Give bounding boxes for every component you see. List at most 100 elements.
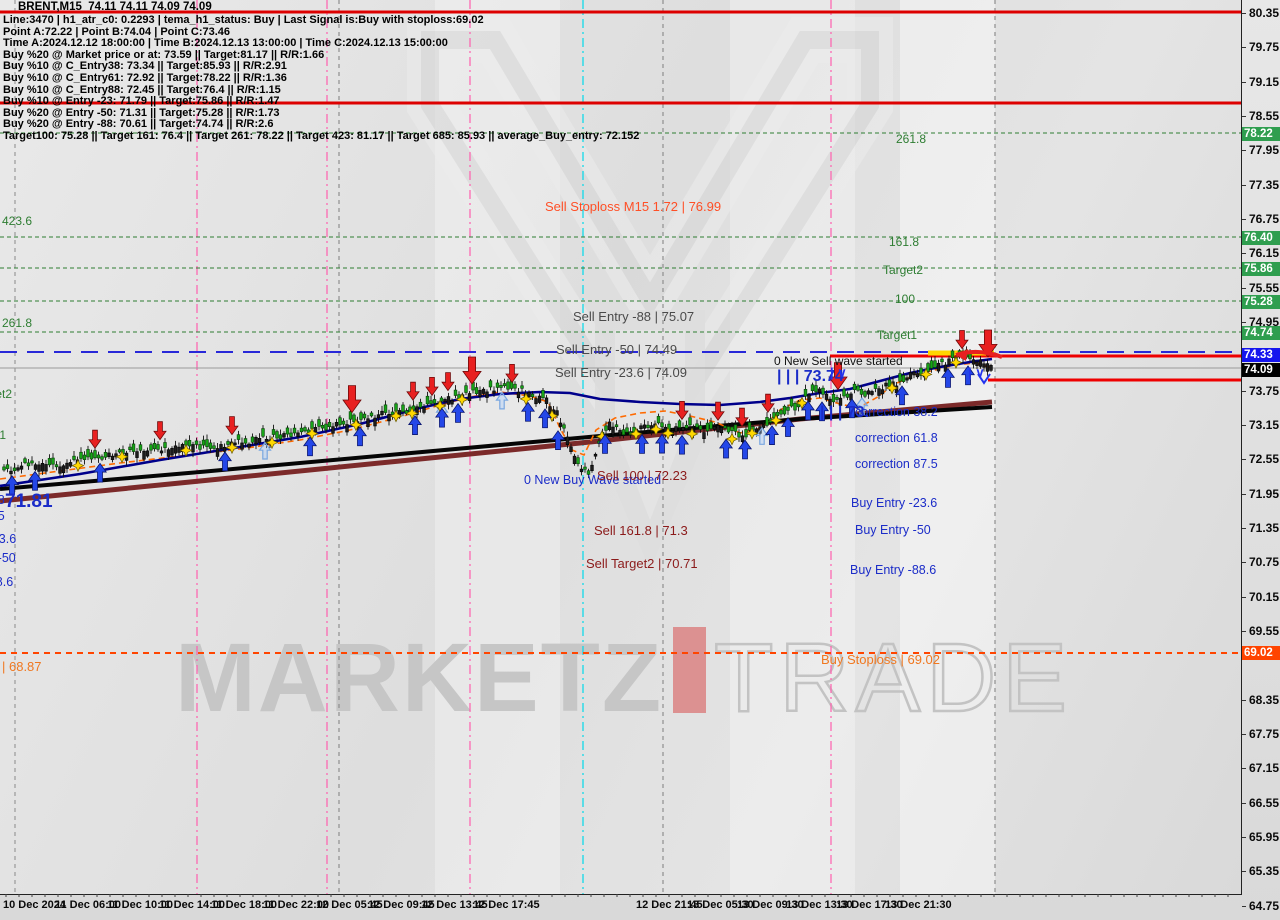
chart-label: Buy Entry -88.6 — [850, 563, 937, 577]
buy-arrow-marker — [537, 408, 553, 429]
candle-body — [898, 373, 902, 382]
time-tick-label: 12 Dec 17:45 — [473, 899, 540, 911]
time-tick-label: 13 Dec 05:30 — [687, 899, 754, 911]
time-tick-label: 11 Dec 14:00 — [159, 899, 226, 911]
chart-label: | | | 73.74 — [777, 368, 844, 385]
candle-body — [100, 456, 104, 460]
chart-label: Target2 — [883, 263, 924, 277]
candle-body — [947, 358, 951, 366]
sell-arrow-marker — [978, 329, 998, 358]
candle-body — [576, 457, 580, 465]
price-axis[interactable]: 80.35 79.75 79.15 78.55 77.95 77.35 76.75 76.15… — [1241, 0, 1280, 920]
candle-body — [929, 360, 934, 369]
sell-arrow-marker — [425, 377, 439, 397]
candle-body — [467, 393, 472, 401]
candle-body — [688, 417, 692, 426]
price-tick: 77.35 — [1241, 178, 1280, 192]
candle-body — [502, 383, 507, 387]
candle-body — [621, 429, 626, 436]
candle-body — [933, 360, 937, 368]
price-badge: 75.28 — [1242, 295, 1280, 309]
candle-body — [817, 388, 822, 393]
buy-arrow-marker — [844, 398, 860, 419]
chart-label: | | | 73. — [820, 404, 870, 421]
candle-body — [730, 426, 734, 432]
sell-arrow-marker — [462, 356, 482, 385]
time-tick-label: 11 Dec 10:00 — [107, 899, 174, 911]
candle-body — [243, 438, 248, 444]
candle-body — [681, 427, 685, 431]
hollow-arrow-marker — [495, 391, 509, 410]
candle-body — [128, 446, 132, 450]
watermark-text: MARKETZ TRADE — [175, 622, 1073, 734]
time-tick-label: 12 Dec 09:45 — [368, 899, 435, 911]
price-badge: 78.22 — [1242, 127, 1280, 141]
buy-arrow-marker — [302, 436, 318, 457]
candle-body — [453, 389, 458, 396]
candle-body — [733, 424, 738, 432]
chart-label: Sell 161.8 | 71.3 — [594, 523, 688, 538]
chart-label: Sell Stoploss M15 1.72 | 76.99 — [545, 199, 722, 214]
candle-body — [474, 387, 479, 394]
candle-body — [698, 425, 703, 430]
candle-body — [289, 432, 293, 437]
info-line: Buy %20 @ Entry -50: 71.31 || Target:75.… — [3, 106, 280, 119]
chart-label: 71.81 — [5, 491, 53, 512]
buy-arrow-marker — [634, 433, 650, 454]
star-marker — [265, 436, 279, 450]
candle-body — [705, 422, 710, 432]
buy-arrow-marker — [450, 402, 466, 423]
candle-body — [261, 428, 265, 437]
candle-body — [30, 460, 34, 464]
price-badge: 74.09 — [1242, 363, 1280, 377]
watermark-trade: TRADE — [713, 622, 1073, 734]
candle-body — [296, 432, 300, 437]
candle-body — [520, 385, 524, 389]
time-axis[interactable]: 10 Dec 2024 11 Dec 06:00 11 Dec 10:00 11 De… — [0, 894, 1241, 920]
candle-body — [275, 431, 279, 439]
chart-label: 0 New Buy Wave started — [524, 473, 662, 487]
price-tick: 76.15 — [1241, 246, 1280, 260]
price-tick: 74.95 — [1241, 315, 1280, 329]
candle-body — [838, 397, 843, 406]
candle-body — [499, 385, 503, 388]
price-tick: 64.75 — [1241, 899, 1280, 913]
chart-area[interactable]: MARKETZ TRADE BRENT,M15 74.11 74.11 74.09… — [0, 0, 1242, 895]
candle-body — [12, 467, 17, 472]
sell-arrow-marker — [153, 421, 167, 441]
star-marker — [71, 459, 85, 473]
candle-body — [936, 362, 941, 372]
chart-label: Buy Entry -50 — [0, 551, 16, 565]
chart-label: Sell Entry -88 | 75.07 — [573, 309, 695, 324]
candle-body — [285, 427, 290, 435]
session-band — [900, 0, 995, 894]
hollow-arrow-marker — [258, 441, 272, 460]
info-line: Buy %10 @ C_Entry88: 72.45 || Target:76.… — [3, 83, 281, 96]
candle-body — [646, 424, 650, 428]
info-line: Buy %10 @ C_Entry38: 73.34 || Target:85.… — [3, 60, 287, 73]
candle-body — [338, 417, 342, 426]
candle-body — [191, 444, 195, 453]
red-hook-arrowhead — [956, 349, 968, 361]
chart-label: | ∨ — [830, 365, 847, 380]
candle-body — [68, 462, 73, 467]
info-line: Time A:2024.12.12 18:00:00 | Time B:2024… — [3, 37, 448, 50]
candle-body — [656, 416, 661, 424]
candle-body — [513, 383, 517, 389]
sell-arrow-marker — [88, 429, 102, 449]
candle-body — [716, 425, 720, 433]
sell-arrow-marker — [828, 362, 848, 391]
candle-body — [425, 395, 430, 405]
candle-body — [537, 395, 542, 403]
watermark-marketz: MARKETZ — [175, 623, 664, 732]
candle-body — [19, 465, 24, 470]
candle-body — [429, 400, 433, 404]
price-chart-canvas[interactable] — [0, 0, 1241, 894]
candle-body — [677, 420, 682, 428]
star-marker — [649, 422, 663, 436]
buy-arrow-marker — [764, 425, 780, 445]
star-marker — [405, 406, 419, 420]
candle-body — [138, 444, 143, 451]
star-marker — [629, 427, 643, 441]
price-tick: 71.95 — [1241, 487, 1280, 501]
